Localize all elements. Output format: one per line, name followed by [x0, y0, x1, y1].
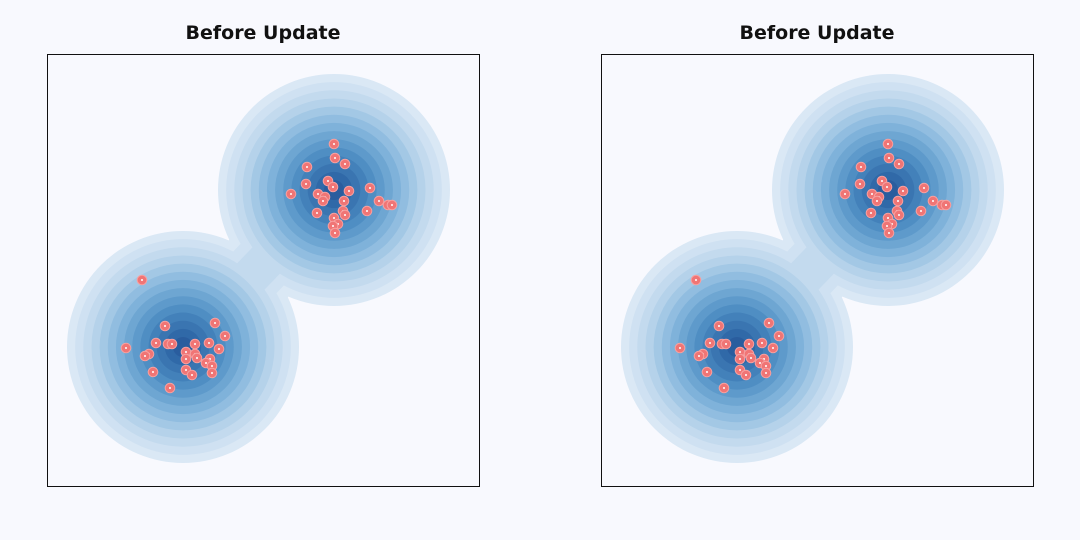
scatter-point-center [725, 343, 727, 345]
scatter-point-center [739, 358, 741, 360]
scatter-point-center [344, 163, 346, 165]
scatter-panel-right [601, 54, 1034, 487]
scatter-point-center [695, 279, 697, 281]
scatter-point-center [679, 347, 681, 349]
scatter-point-center [171, 343, 173, 345]
scatter-point-center [765, 365, 767, 367]
scatter-point-center [871, 193, 873, 195]
scatter-point-center [750, 357, 752, 359]
scatter-point-center [205, 362, 207, 364]
scatter-point-center [920, 210, 922, 212]
scatter-point-center [706, 371, 708, 373]
scatter-point-center [214, 322, 216, 324]
scatter-point-center [334, 157, 336, 159]
scatter-point-center [391, 204, 393, 206]
scatter-points [674, 138, 952, 394]
scatter-point-center [366, 210, 368, 212]
scatter-point-center [369, 187, 371, 189]
scatter-point-center [898, 214, 900, 216]
scatter-point-center [876, 200, 878, 202]
scatter-point-center [887, 217, 889, 219]
scatter-point-center [191, 374, 193, 376]
scatter-point-center [194, 343, 196, 345]
scatter-point-center [316, 212, 318, 214]
scatter-point-center [208, 342, 210, 344]
scatter-point-center [860, 166, 862, 168]
scatter-point-center [333, 143, 335, 145]
scatter-point-center [745, 374, 747, 376]
scatter-point-center [332, 225, 334, 227]
scatter-point-center [306, 166, 308, 168]
scatter-point-center [305, 183, 307, 185]
scatter-point-center [224, 335, 226, 337]
scatter-point-center [739, 369, 741, 371]
scatter-point-center [723, 387, 725, 389]
scatter-point-center [887, 143, 889, 145]
scatter-point-center [125, 347, 127, 349]
scatter-point-center [709, 342, 711, 344]
scatter-point-center [844, 193, 846, 195]
chart-title-left: Before Update [185, 22, 341, 44]
scatter-point-center [886, 225, 888, 227]
scatter-point-center [322, 200, 324, 202]
scatter-point-center [290, 193, 292, 195]
scatter-point-center [155, 342, 157, 344]
scatter-point-center [765, 372, 767, 374]
scatter-point-center [881, 180, 883, 182]
scatter-point-center [317, 193, 319, 195]
scatter-point-center [211, 365, 213, 367]
scatter-point-center [152, 371, 154, 373]
scatter-panel-left [47, 54, 480, 487]
plot-frame [47, 54, 480, 487]
scatter-point-center [698, 355, 700, 357]
scatter-point-center [945, 204, 947, 206]
scatter-point-center [169, 387, 171, 389]
scatter-point-center [759, 362, 761, 364]
scatter-point-center [886, 186, 888, 188]
scatter-point-center [144, 355, 146, 357]
scatter-point-center [718, 325, 720, 327]
scatter-point-center [898, 163, 900, 165]
scatter-point-center [185, 358, 187, 360]
scatter-point-center [768, 322, 770, 324]
scatter-point-center [778, 335, 780, 337]
scatter-point-center [748, 343, 750, 345]
scatter-point-center [141, 279, 143, 281]
scatter-point-center [739, 351, 741, 353]
scatter-point-center [343, 200, 345, 202]
chart-title-right: Before Update [739, 22, 895, 44]
scatter-point-center [932, 200, 934, 202]
scatter-point-center [327, 180, 329, 182]
scatter-point-center [902, 190, 904, 192]
scatter-point-center [164, 325, 166, 327]
scatter-point-center [344, 214, 346, 216]
scatter-point-center [888, 157, 890, 159]
scatter-point-center [332, 186, 334, 188]
scatter-points [120, 138, 398, 394]
plot-frame [601, 54, 1034, 487]
scatter-point-center [185, 351, 187, 353]
scatter-point-center [772, 347, 774, 349]
scatter-point-center [185, 369, 187, 371]
scatter-point-center [859, 183, 861, 185]
scatter-point-center [348, 190, 350, 192]
scatter-point-center [923, 187, 925, 189]
scatter-point-center [333, 217, 335, 219]
scatter-point-center [334, 232, 336, 234]
scatter-point-center [888, 232, 890, 234]
scatter-point-center [897, 200, 899, 202]
scatter-point-center [761, 342, 763, 344]
scatter-point-center [211, 372, 213, 374]
scatter-point-center [196, 357, 198, 359]
scatter-point-center [218, 348, 220, 350]
scatter-point-center [870, 212, 872, 214]
scatter-point-center [378, 200, 380, 202]
